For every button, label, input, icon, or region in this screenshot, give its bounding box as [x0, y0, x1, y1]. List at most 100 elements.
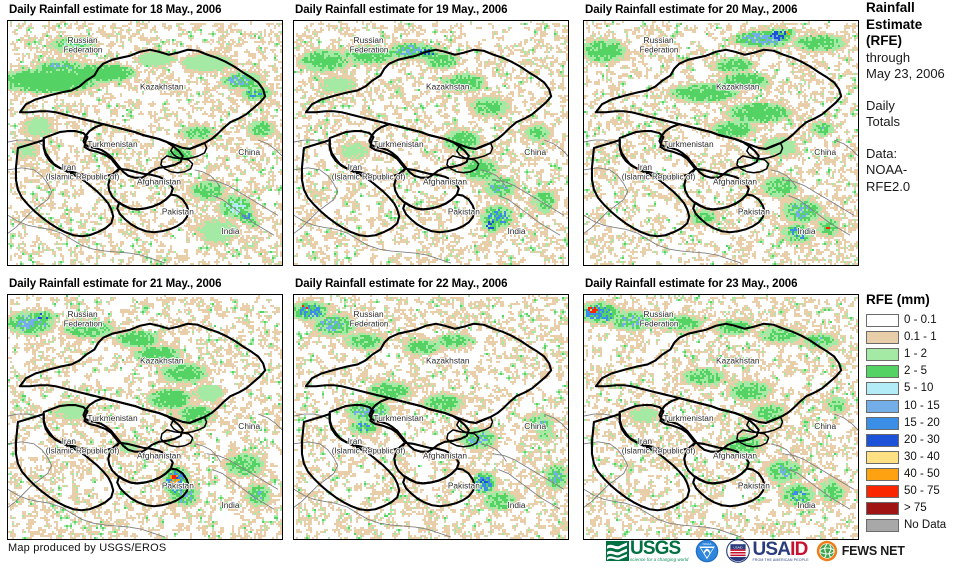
country-label: Iran [638, 162, 653, 172]
country-label: China [524, 421, 546, 431]
secondary-boundary [194, 443, 221, 462]
country-label: Federation [350, 46, 389, 55]
usaid-seal-icon: USAID [726, 539, 751, 563]
map-panel-1[interactable]: Daily Rainfall estimate for 18 May., 200… [7, 3, 283, 266]
country-label: Federation [64, 46, 103, 55]
legend-swatch [866, 502, 899, 516]
map-frame[interactable]: Russian Federation Kazakhstan Turkmenistan I… [293, 294, 569, 540]
usgs-logo[interactable]: USGS science for a changing world [606, 537, 688, 565]
country-boundary-tajikistan [160, 155, 194, 174]
secondary-boundary [584, 139, 620, 147]
legend-row: > 75 [866, 500, 965, 517]
legend-label: 0 - 0.1 [904, 314, 937, 327]
map-frame[interactable]: Russian Federation Kazakhstan Turkmenistan I… [583, 294, 859, 540]
country-label: India [797, 226, 815, 236]
country-label: Federation [640, 46, 679, 55]
country-label: Federation [640, 320, 679, 329]
country-boundary-tajikistan [736, 429, 770, 448]
map-panel-3[interactable]: Daily Rainfall estimate for 20 May., 200… [583, 3, 859, 266]
country-label: Afghanistan [713, 177, 757, 187]
legend-swatch [866, 467, 899, 481]
country-label: China [814, 147, 836, 157]
legend-swatch [866, 314, 899, 328]
legend-row: No Data [866, 517, 965, 534]
legend: RFE (mm) 0 - 0.1 0.1 - 1 1 - 2 2 - 5 5 - 10 1… [866, 292, 965, 534]
sidebar-data-label: Data: [866, 145, 898, 161]
country-boundary-kyrgyzstan [746, 416, 784, 434]
country-label: India [797, 500, 815, 510]
secondary-boundary [8, 441, 53, 508]
noaa-logo[interactable]: NOAA [695, 537, 719, 565]
country-boundary-iran [14, 138, 115, 238]
map-panel-6[interactable]: Daily Rainfall estimate for 23 May., 200… [583, 277, 859, 540]
secondary-boundary [584, 441, 629, 508]
legend-swatch [866, 484, 899, 498]
country-label: China [238, 147, 260, 157]
fewsnet-logo[interactable]: FEWS NET [816, 537, 905, 565]
country-label: India [507, 226, 525, 236]
map-raster-5: Russian Federation Kazakhstan Turkmenistan I… [294, 295, 568, 539]
secondary-boundary [294, 413, 330, 421]
country-label: Iran [348, 436, 363, 446]
country-label: Afghanistan [713, 451, 757, 461]
usgs-wave-icon [606, 541, 629, 561]
legend-swatch [866, 433, 899, 447]
sidebar-through-date: May 23, 2006 [866, 66, 945, 81]
secondary-boundary [294, 215, 451, 264]
country-label: Iran [348, 162, 363, 172]
country-label: Iran [62, 162, 77, 172]
legend-label: 20 - 30 [904, 433, 940, 446]
country-label: Iran [638, 436, 653, 446]
country-boundary-tajikistan [160, 429, 194, 448]
map-frame[interactable]: Russian Federation Kazakhstan Turkmenistan I… [7, 294, 283, 540]
rainfall-raster [8, 21, 282, 265]
secondary-boundary [8, 489, 165, 538]
map-frame[interactable]: Russian Federation Kazakhstan Turkmenistan I… [583, 20, 859, 266]
country-label: Afghanistan [423, 451, 467, 461]
fewsnet-globe-icon [816, 540, 837, 562]
secondary-boundary [584, 413, 620, 421]
country-boundary-pakistan [692, 193, 766, 234]
map-frame[interactable]: Russian Federation Kazakhstan Turkmenistan I… [293, 20, 569, 266]
country-label: Turkmenistan [373, 413, 424, 423]
usgs-logo-tagline: science for a changing world [630, 557, 689, 562]
rainfall-raster [584, 295, 858, 539]
legend-swatch [866, 331, 899, 345]
country-label: Pakistan [162, 206, 194, 216]
country-label: (Islamic Republic of) [332, 173, 406, 182]
secondary-boundary [782, 179, 855, 216]
map-panel-4[interactable]: Daily Rainfall estimate for 21 May., 200… [7, 277, 283, 540]
sidebar: Rainfall Estimate (RFE) through May 23, … [866, 0, 965, 545]
country-boundary-iran [300, 412, 401, 512]
map-frame[interactable]: Russian Federation Kazakhstan Turkmenistan I… [7, 20, 283, 266]
map-panel-title: Daily Rainfall estimate for 23 May., 200… [585, 278, 798, 290]
country-label: Kazakhstan [426, 81, 470, 91]
country-label: Russian [644, 309, 674, 319]
country-label: Pakistan [448, 206, 480, 216]
map-panel-5[interactable]: Daily Rainfall estimate for 22 May., 200… [293, 277, 569, 540]
country-label: Russian [354, 35, 384, 45]
legend-label: 2 - 5 [904, 365, 928, 378]
country-label: Afghanistan [137, 177, 181, 187]
legend-label: 0.1 - 1 [904, 331, 937, 344]
map-panel-2[interactable]: Daily Rainfall estimate for 19 May., 200… [293, 3, 569, 266]
secondary-boundary [8, 413, 44, 421]
spacer [866, 83, 965, 98]
country-label: Russian [68, 35, 98, 45]
country-label: Turkmenistan [663, 139, 714, 149]
secondary-boundary [788, 195, 851, 236]
country-label: Russian [644, 35, 674, 45]
map-raster-2: Russian Federation Kazakhstan Turkmenistan I… [294, 21, 568, 265]
country-boundary-iran [590, 138, 691, 238]
country-boundary-kyrgyzstan [170, 142, 208, 160]
rainfall-raster [584, 21, 858, 265]
secondary-boundary [834, 413, 858, 431]
fewsnet-logo-text: FEWS NET [841, 544, 905, 558]
map-raster-4: Russian Federation Kazakhstan Turkmenistan I… [8, 295, 282, 539]
legend-label: 1 - 2 [904, 348, 928, 361]
usaid-logo[interactable]: USAID USAID FROM THE AMERICAN PEOPLE [726, 537, 809, 565]
